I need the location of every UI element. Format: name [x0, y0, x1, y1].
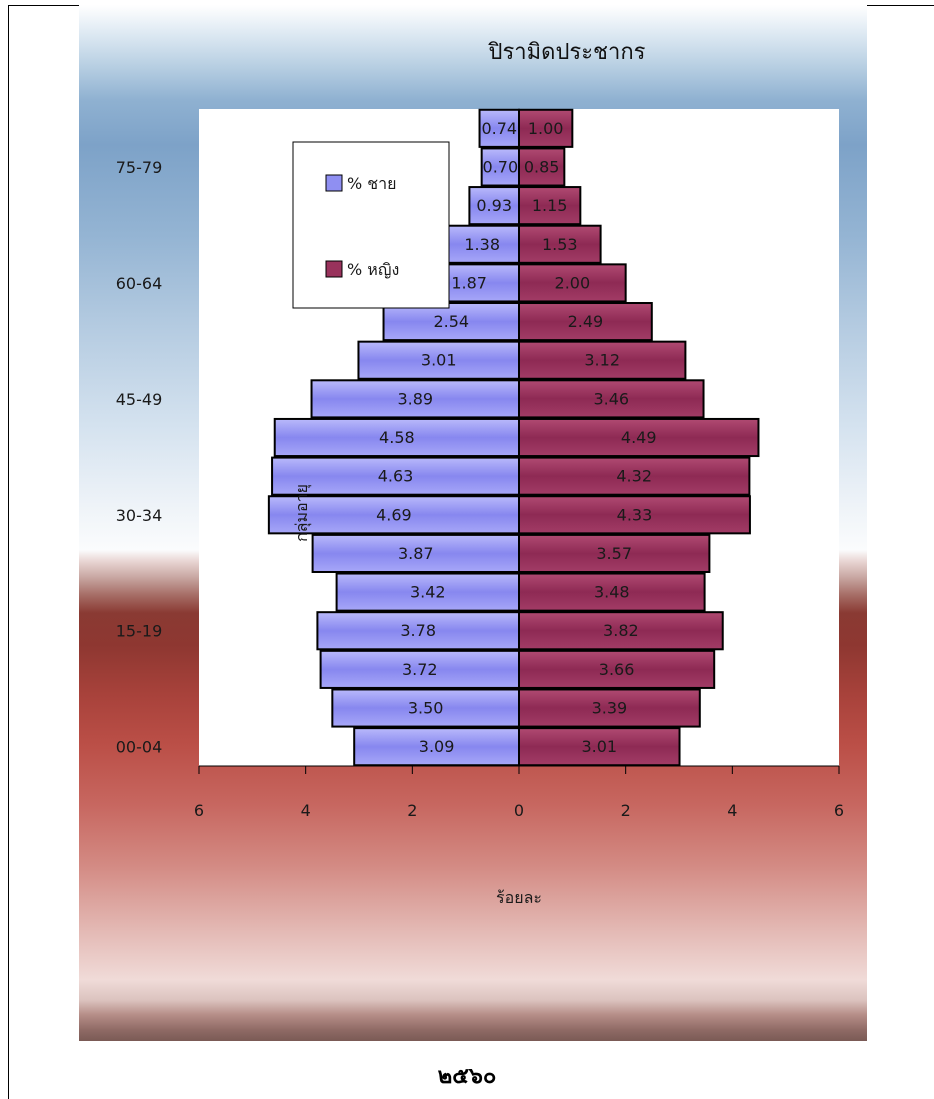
- x-tick-label-4: 2: [621, 801, 631, 820]
- data-label-male-25-29: 3.87: [398, 544, 434, 563]
- data-label-female-80+: 1.00: [528, 119, 564, 138]
- y-tick-label-15-19: 15-19: [116, 622, 163, 641]
- bar-female-40-44: [518, 417, 760, 458]
- legend-box: [292, 141, 450, 309]
- data-label-male-00-04: 3.09: [419, 737, 455, 756]
- bar-male-80+: [478, 108, 520, 148]
- bar-male-25-29: [311, 533, 520, 573]
- x-tick-label-5: 4: [727, 801, 737, 820]
- y-tick-label-45-49: 45-49: [116, 390, 163, 409]
- data-label-female-50-54: 3.12: [584, 351, 620, 370]
- y-axis-title: กลุ่มอายุ: [292, 484, 312, 542]
- bar-female-55-59: [518, 302, 653, 342]
- legend-swatch-female: [325, 260, 343, 278]
- bars-layer: 3.09 3.01 3.50 3.39 3.72 3.66 3.78 3.82 3.42 3.48…: [267, 108, 760, 767]
- bar-female-25-29: [518, 533, 711, 573]
- data-label-male-75-79: 0.70: [483, 157, 519, 176]
- page-frame-left: [8, 5, 9, 1099]
- data-label-female-75-79: 0.85: [524, 157, 560, 176]
- bar-female-30-34: [518, 495, 751, 535]
- bar-female-20-24: [518, 572, 706, 612]
- bar-female-70-74: [518, 186, 582, 226]
- y-tick-label-30-34: 30-34: [116, 506, 163, 525]
- data-label-female-15-19: 3.82: [603, 621, 639, 640]
- data-label-female-20-24: 3.48: [594, 583, 630, 602]
- x-tick-label-1: 4: [301, 801, 311, 820]
- data-label-male-60-64: 1.87: [451, 273, 487, 292]
- data-label-male-20-24: 3.42: [410, 583, 446, 602]
- data-label-female-55-59: 2.49: [568, 312, 604, 331]
- data-label-male-70-74: 0.93: [476, 196, 512, 215]
- x-axis: [198, 765, 840, 774]
- bar-male-10-14: [319, 649, 520, 689]
- data-label-female-00-04: 3.01: [581, 737, 617, 756]
- bar-female-10-14: [518, 649, 716, 689]
- x-tick-label-2: 2: [407, 801, 417, 820]
- bar-female-80+: [518, 108, 574, 148]
- data-label-female-60-64: 2.00: [555, 273, 591, 292]
- data-label-female-05-09: 3.39: [592, 699, 628, 718]
- bar-female-60-64: [518, 263, 627, 303]
- data-label-female-45-49: 3.46: [593, 389, 629, 408]
- data-label-female-70-74: 1.15: [532, 196, 568, 215]
- bar-female-05-09: [518, 688, 701, 728]
- legend: % ชาย % หญิง: [292, 141, 450, 309]
- bar-female-65-69: [518, 224, 602, 264]
- data-label-male-40-44: 4.58: [379, 428, 415, 447]
- data-label-male-45-49: 3.89: [397, 389, 433, 408]
- bar-male-50-54: [357, 340, 521, 380]
- y-tick-label-60-64: 60-64: [116, 274, 163, 293]
- bar-female-45-49: [518, 379, 705, 419]
- legend-swatch-male: [325, 174, 343, 192]
- data-label-male-55-59: 2.54: [433, 312, 469, 331]
- chart-title: ปิรามิดประชากร: [487, 40, 645, 65]
- bar-female-00-04: [518, 727, 681, 767]
- bar-male-40-44: [273, 417, 520, 458]
- data-label-female-65-69: 1.53: [542, 235, 578, 254]
- y-tick-labels: 00-04 15-19 30-34 45-49 60-64 75-79: [116, 158, 163, 757]
- bar-male-35-39: [271, 456, 520, 496]
- x-axis-title: ร้อยละ: [496, 888, 542, 907]
- data-label-female-10-14: 3.66: [599, 660, 635, 679]
- data-label-female-35-39: 4.32: [616, 467, 652, 486]
- population-pyramid-chart: ปิรามิดประชากร 3.09 3.013.50 3.393.72 3.663…: [116, 40, 844, 907]
- legend-label-female: % หญิง: [347, 260, 399, 279]
- bar-female-50-54: [518, 340, 687, 380]
- x-tick-label-6: 6: [834, 801, 844, 820]
- data-label-female-25-29: 3.57: [596, 544, 632, 563]
- bar-female-15-19: [518, 611, 724, 651]
- x-tick-label-0: 6: [194, 801, 204, 820]
- data-label-male-30-34: 4.69: [376, 505, 412, 524]
- data-label-male-50-54: 3.01: [421, 351, 457, 370]
- y-tick-label-75-79: 75-79: [116, 158, 163, 177]
- legend-label-male: % ชาย: [347, 174, 397, 193]
- y-tick-label-00-04: 00-04: [116, 738, 163, 757]
- x-tick-label-3: 0: [514, 801, 524, 820]
- footer-year-label: ๒๕๖๐: [437, 1064, 497, 1089]
- data-label-male-10-14: 3.72: [402, 660, 438, 679]
- data-label-female-40-44: 4.49: [621, 428, 657, 447]
- data-label-male-35-39: 4.63: [378, 467, 414, 486]
- data-label-female-30-34: 4.33: [617, 505, 653, 524]
- x-tick-labels: 6 4 2 0 2 4 6: [194, 801, 844, 820]
- bar-male-20-24: [335, 572, 520, 612]
- data-label-male-05-09: 3.50: [408, 699, 444, 718]
- bar-male-30-34: [267, 495, 520, 535]
- data-label-male-80+: 0.74: [481, 119, 517, 138]
- bar-female-75-79: [518, 147, 566, 187]
- data-label-male-15-19: 3.78: [400, 621, 436, 640]
- bar-male-45-49: [310, 379, 520, 419]
- bar-female-35-39: [518, 456, 751, 496]
- data-label-male-65-69: 1.38: [464, 235, 500, 254]
